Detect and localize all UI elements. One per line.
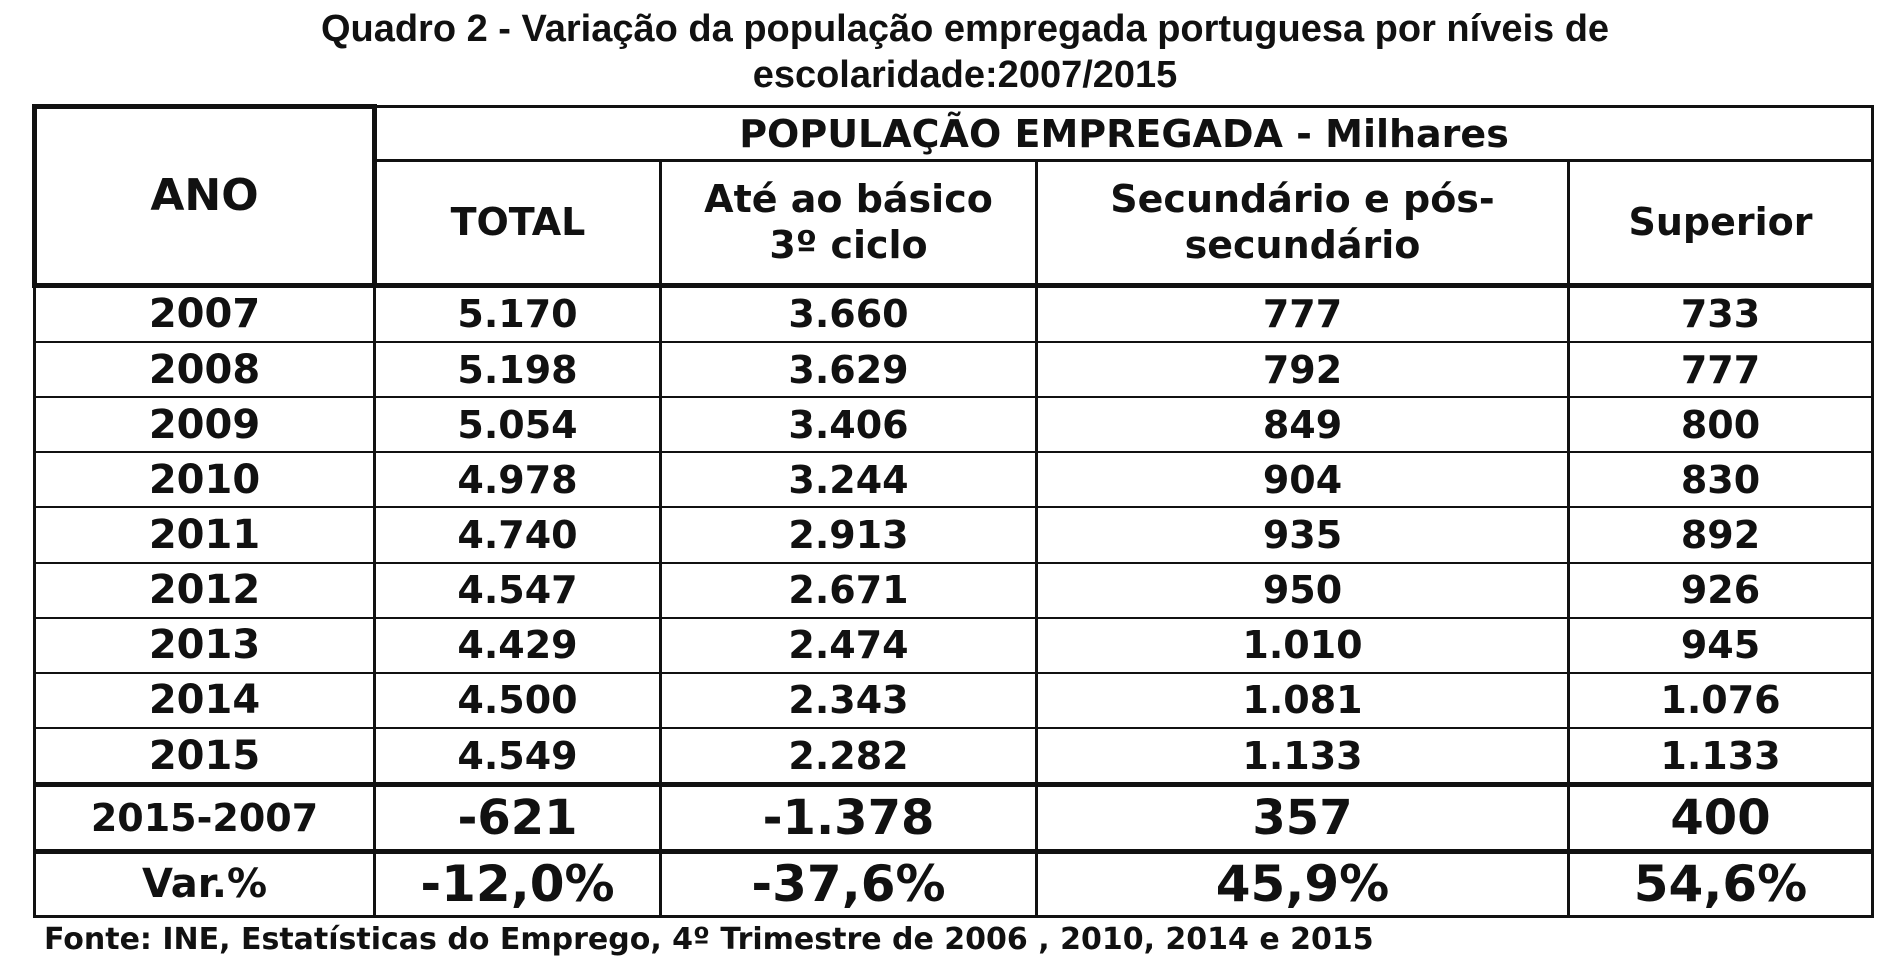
column-header-line: 3º ciclo bbox=[769, 223, 928, 268]
value-cell: 892 bbox=[1566, 506, 1875, 564]
difference-cell: -621 bbox=[373, 782, 662, 853]
value-cell: 4.429 bbox=[373, 616, 662, 674]
value-cell: 1.010 bbox=[1035, 616, 1570, 674]
table-row: 2014 4.500 2.343 1.081 1.076 bbox=[33, 671, 1875, 730]
column-header-line: Até ao básico bbox=[704, 177, 993, 222]
title-line-2: escolaridade:2007/2015 bbox=[752, 54, 1178, 96]
difference-cell: 400 bbox=[1566, 782, 1875, 853]
variation-label: Var.% bbox=[33, 848, 376, 919]
value-cell: 1.081 bbox=[1035, 671, 1570, 730]
column-header-total: TOTAL bbox=[373, 159, 662, 287]
value-cell: 733 bbox=[1566, 282, 1875, 343]
difference-label: 2015-2007 bbox=[33, 782, 376, 853]
value-cell: 777 bbox=[1566, 340, 1875, 399]
value-cell: 904 bbox=[1035, 451, 1570, 509]
column-header-line: Superior bbox=[1628, 200, 1813, 245]
header-row-group: ANO POPULAÇÃO EMPREGADA - Milhares bbox=[32, 104, 1875, 288]
value-cell: 1.133 bbox=[1035, 727, 1570, 786]
value-cell: 1.133 bbox=[1566, 727, 1875, 786]
value-cell: 3.660 bbox=[659, 282, 1038, 343]
value-cell: 4.500 bbox=[373, 671, 662, 730]
variation-cell: -37,6% bbox=[659, 848, 1038, 919]
value-cell: 4.978 bbox=[373, 451, 662, 509]
group-header: POPULAÇÃO EMPREGADA - Milhares bbox=[372, 104, 1875, 163]
value-cell: 830 bbox=[1566, 451, 1875, 509]
value-cell: 5.198 bbox=[373, 340, 662, 399]
value-cell: 3.629 bbox=[659, 340, 1038, 399]
value-cell: 926 bbox=[1566, 561, 1875, 619]
table-row: 2009 5.054 3.406 849 800 bbox=[33, 396, 1875, 454]
column-header-secundario: Secundário e pós- secundário bbox=[1035, 159, 1570, 287]
value-cell: 4.547 bbox=[373, 561, 662, 619]
column-header-line: secundário bbox=[1184, 223, 1421, 268]
year-cell: 2008 bbox=[33, 340, 376, 399]
year-cell: 2015 bbox=[33, 727, 376, 786]
year-cell: 2012 bbox=[33, 561, 376, 619]
value-cell: 4.549 bbox=[373, 727, 662, 786]
header-row-columns: TOTAL Até ao básico 3º ciclo Secundário … bbox=[35, 159, 1875, 287]
year-cell: 2011 bbox=[33, 506, 376, 564]
value-cell: 935 bbox=[1035, 506, 1570, 564]
value-cell: 5.170 bbox=[373, 282, 662, 343]
year-cell: 2007 bbox=[33, 282, 376, 343]
column-header-line: TOTAL bbox=[450, 200, 586, 245]
value-cell: 2.671 bbox=[659, 561, 1038, 619]
value-cell: 4.740 bbox=[373, 506, 662, 564]
value-cell: 849 bbox=[1035, 396, 1570, 454]
employment-table: ANO POPULAÇÃO EMPREGADA - Milhares TOTAL… bbox=[32, 104, 1875, 919]
table-row: 2012 4.547 2.671 950 926 bbox=[33, 561, 1875, 619]
variation-cell: 45,9% bbox=[1035, 848, 1570, 919]
column-header-line: Secundário e pós- bbox=[1110, 177, 1495, 222]
table-row: 2010 4.978 3.244 904 830 bbox=[33, 451, 1875, 509]
column-header-superior: Superior bbox=[1566, 159, 1875, 287]
value-cell: 777 bbox=[1035, 282, 1570, 343]
value-cell: 800 bbox=[1566, 396, 1875, 454]
year-cell: 2009 bbox=[33, 396, 376, 454]
variation-cell: -12,0% bbox=[373, 848, 662, 919]
value-cell: 3.406 bbox=[659, 396, 1038, 454]
difference-row: 2015-2007 -621 -1.378 357 400 bbox=[33, 782, 1875, 853]
value-cell: 950 bbox=[1035, 561, 1570, 619]
ano-header: ANO bbox=[32, 104, 377, 288]
table-row: 2011 4.740 2.913 935 892 bbox=[33, 506, 1875, 564]
year-cell: 2013 bbox=[33, 616, 376, 674]
table-row: 2008 5.198 3.629 792 777 bbox=[33, 340, 1875, 399]
value-cell: 2.474 bbox=[659, 616, 1038, 674]
difference-cell: 357 bbox=[1035, 782, 1570, 853]
value-cell: 3.244 bbox=[659, 451, 1038, 509]
difference-cell: -1.378 bbox=[659, 782, 1038, 853]
year-cell: 2014 bbox=[33, 671, 376, 730]
value-cell: 2.913 bbox=[659, 506, 1038, 564]
value-cell: 2.282 bbox=[659, 727, 1038, 786]
value-cell: 945 bbox=[1566, 616, 1875, 674]
value-cell: 2.343 bbox=[659, 671, 1038, 730]
value-cell: 1.076 bbox=[1566, 671, 1875, 730]
variation-cell: 54,6% bbox=[1566, 848, 1875, 919]
table-row: 2015 4.549 2.282 1.133 1.133 bbox=[33, 727, 1875, 786]
variation-row: Var.% -12,0% -37,6% 45,9% 54,6% bbox=[33, 848, 1875, 919]
table-title: Quadro 2 - Variação da população emprega… bbox=[0, 6, 1894, 98]
table-row: 2007 5.170 3.660 777 733 bbox=[33, 282, 1875, 343]
year-cell: 2010 bbox=[33, 451, 376, 509]
source-note: Fonte: INE, Estatísticas do Emprego, 4º … bbox=[44, 922, 1374, 957]
value-cell: 5.054 bbox=[373, 396, 662, 454]
title-line-1: Quadro 2 - Variação da população emprega… bbox=[320, 8, 1610, 50]
column-header-basico: Até ao básico 3º ciclo bbox=[659, 159, 1038, 287]
table-row: 2013 4.429 2.474 1.010 945 bbox=[33, 616, 1875, 674]
value-cell: 792 bbox=[1035, 340, 1570, 399]
